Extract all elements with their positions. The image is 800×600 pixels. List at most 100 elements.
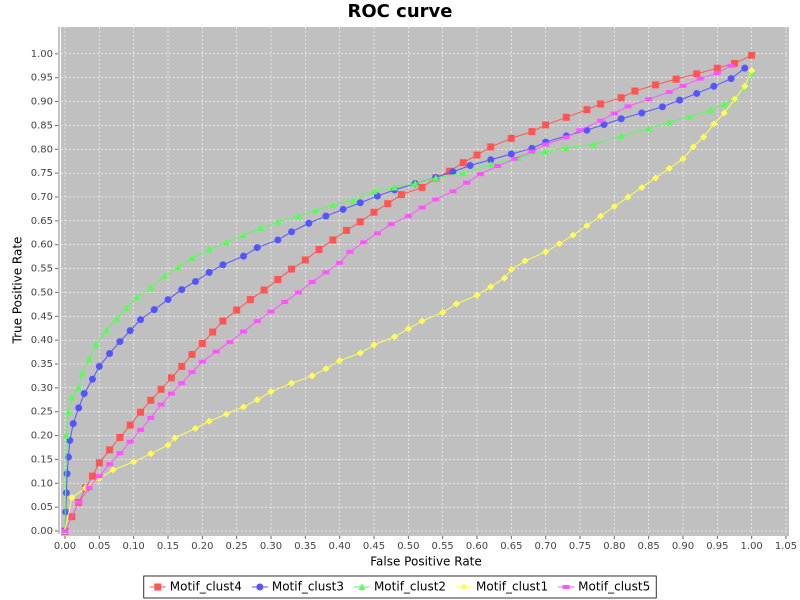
point: [68, 494, 76, 502]
point: [645, 125, 653, 132]
point: [624, 104, 632, 109]
point: [85, 486, 93, 491]
point: [741, 82, 749, 90]
point: [713, 64, 721, 72]
x-tick-label: 1.05: [775, 541, 797, 552]
point: [147, 450, 155, 458]
point: [449, 189, 457, 194]
point: [672, 75, 680, 83]
point: [150, 306, 158, 314]
point: [66, 436, 74, 444]
point: [226, 340, 234, 345]
point: [178, 362, 186, 370]
y-tick-label: 1.00: [31, 49, 53, 60]
point: [113, 315, 120, 322]
x-tick-label: 0.65: [500, 541, 522, 552]
point: [92, 341, 100, 348]
point: [542, 142, 550, 147]
legend-item: Motif_clust5: [558, 580, 650, 594]
point: [157, 402, 165, 407]
point: [178, 286, 186, 294]
point: [494, 163, 502, 168]
point: [322, 212, 330, 220]
point: [274, 218, 282, 225]
point: [631, 87, 639, 95]
point: [727, 63, 735, 68]
x-tick-label: 0.90: [672, 541, 694, 552]
point: [360, 240, 368, 245]
point: [384, 200, 392, 208]
y-tick-label: 0.75: [31, 168, 53, 179]
y-tick-label: 0.45: [31, 311, 53, 322]
point: [123, 304, 131, 311]
point: [174, 263, 182, 271]
point: [710, 82, 718, 90]
point: [679, 155, 687, 163]
point: [133, 293, 141, 301]
point: [418, 183, 426, 191]
point: [370, 341, 378, 349]
point: [147, 284, 155, 291]
point: [246, 296, 254, 304]
point: [700, 133, 708, 141]
point: [439, 308, 447, 316]
y-tick-label: 0.80: [31, 144, 53, 155]
point: [147, 396, 155, 404]
x-tick-label: 0.70: [535, 541, 557, 552]
point: [88, 472, 96, 480]
point: [542, 121, 550, 129]
point: [102, 327, 110, 334]
y-tick-label: 0.95: [31, 73, 53, 84]
point: [617, 132, 625, 139]
point: [198, 339, 206, 347]
y-tick-label: 0.35: [31, 359, 53, 370]
point: [665, 164, 673, 172]
point: [727, 75, 735, 83]
legend-box: [143, 575, 657, 599]
point: [459, 169, 467, 177]
point: [116, 433, 124, 441]
x-tick-label: 0.60: [466, 541, 488, 552]
point: [590, 141, 598, 148]
point: [191, 424, 199, 432]
point: [233, 306, 241, 314]
point: [240, 403, 248, 411]
chart-title: ROC curve: [348, 1, 453, 22]
point: [370, 187, 378, 195]
point: [78, 370, 86, 377]
point: [346, 249, 354, 254]
x-tick-label: 0.85: [638, 541, 660, 552]
point: [329, 236, 337, 244]
point: [260, 286, 268, 294]
point: [288, 265, 296, 273]
point: [274, 276, 282, 284]
point: [645, 97, 653, 102]
point: [720, 109, 728, 117]
point: [62, 489, 70, 497]
point: [69, 420, 77, 428]
point: [624, 193, 632, 201]
point: [281, 299, 289, 304]
point: [487, 283, 495, 291]
point: [463, 180, 471, 185]
point: [205, 268, 213, 276]
point: [109, 466, 117, 474]
point: [256, 583, 264, 591]
point: [167, 391, 175, 396]
point: [696, 76, 704, 81]
point: [253, 319, 261, 324]
point: [88, 375, 96, 383]
point: [126, 421, 134, 429]
point: [665, 90, 673, 95]
x-tick-label: 0.95: [706, 541, 728, 552]
point: [473, 151, 481, 159]
point: [487, 143, 495, 151]
point: [679, 83, 687, 88]
x-tick-label: 0.05: [88, 541, 110, 552]
point: [569, 231, 577, 239]
point: [171, 434, 179, 442]
point: [358, 583, 366, 590]
point: [373, 192, 381, 200]
point: [387, 222, 395, 227]
